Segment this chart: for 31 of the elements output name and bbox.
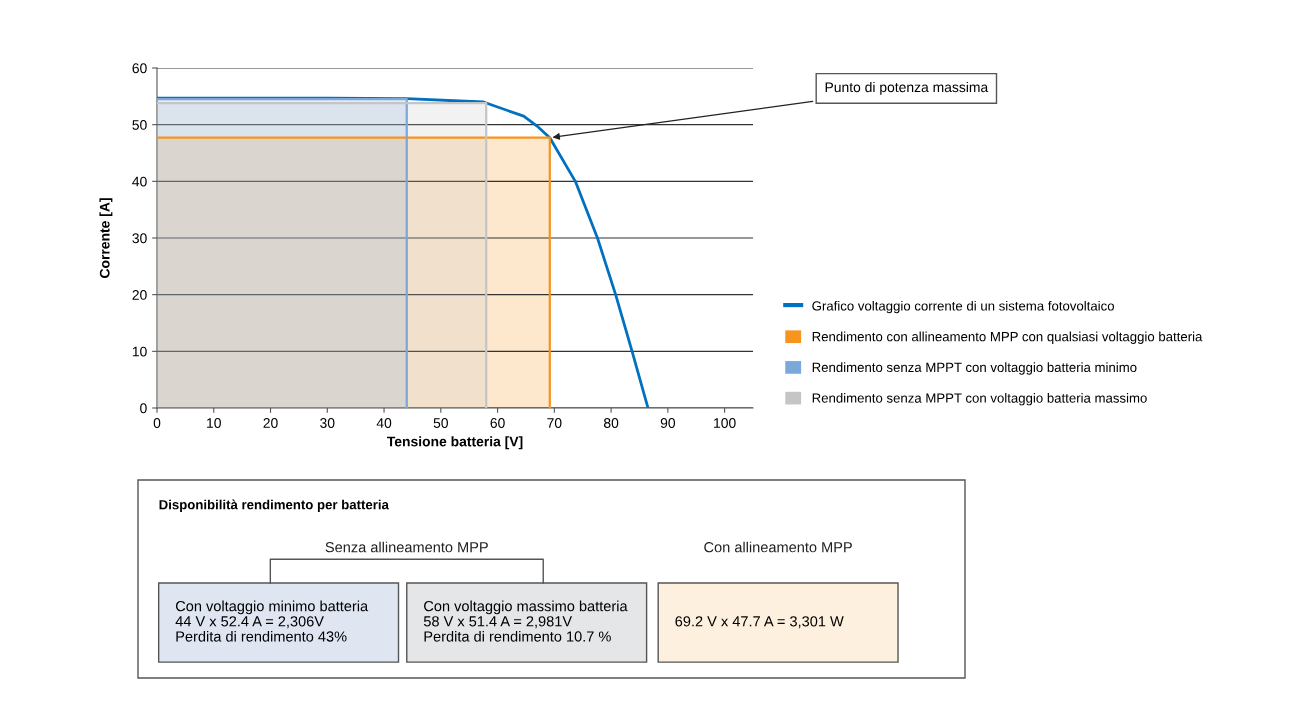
- text: Disponibilità rendimento per batteria: [159, 499, 389, 512]
- text: 69.2 V x 47.7 A = 3,301 W: [675, 616, 844, 629]
- y-tick-label: 40: [132, 176, 147, 187]
- legend-label: Rendimento senza MPPT con voltaggio batteria massimo: [812, 393, 1147, 406]
- y-tick-label: 60: [132, 63, 147, 74]
- x-tick-label: 100: [714, 418, 736, 428]
- x-tick-label: 30: [320, 418, 335, 428]
- y-tick-label: 10: [132, 346, 147, 357]
- x-tick-label: 20: [263, 418, 278, 428]
- x-tick-label: 50: [433, 418, 448, 428]
- y-tick-label: 20: [132, 290, 147, 300]
- text: Con voltaggio massimo batteria 58 V x 51.4 A = 2,981V Perdita di rendimento 10.7 %: [423, 600, 628, 642]
- x-tick-label: 90: [660, 418, 676, 428]
- legend-label: Rendimento con allineamento MPP con qualsiasi voltaggio batteria: [812, 331, 1203, 344]
- legend-label: Grafico voltaggio corrente di un sistema fotovoltaico: [812, 300, 1114, 314]
- x-tick-label: 10: [207, 418, 221, 428]
- y-tick-label: 0: [140, 403, 147, 414]
- text: Senza allineamento MPP: [325, 541, 488, 553]
- text: Con voltaggio minimo batteria 44 V x 52.4 A = 2,306V Perdita di rendimento 43%: [175, 600, 369, 642]
- x-tick-label: 80: [603, 418, 619, 428]
- y-tick-label: 50: [132, 120, 147, 130]
- y-axis-title: Corrente [A]: [99, 198, 113, 278]
- x-axis-title: Tensione batteria [V]: [386, 436, 523, 450]
- x-tick-label: 70: [547, 418, 562, 428]
- x-tick-label: 60: [490, 418, 505, 428]
- annotation: Punto di potenza massima: [825, 81, 989, 95]
- x-tick-label: 40: [376, 418, 392, 428]
- y-tick-label: 30: [132, 233, 147, 244]
- x-tick-label: 0: [153, 418, 161, 428]
- text: Con allineamento MPP: [704, 541, 852, 553]
- legend-label: Rendimento senza MPPT con voltaggio batteria minimo: [812, 362, 1137, 375]
